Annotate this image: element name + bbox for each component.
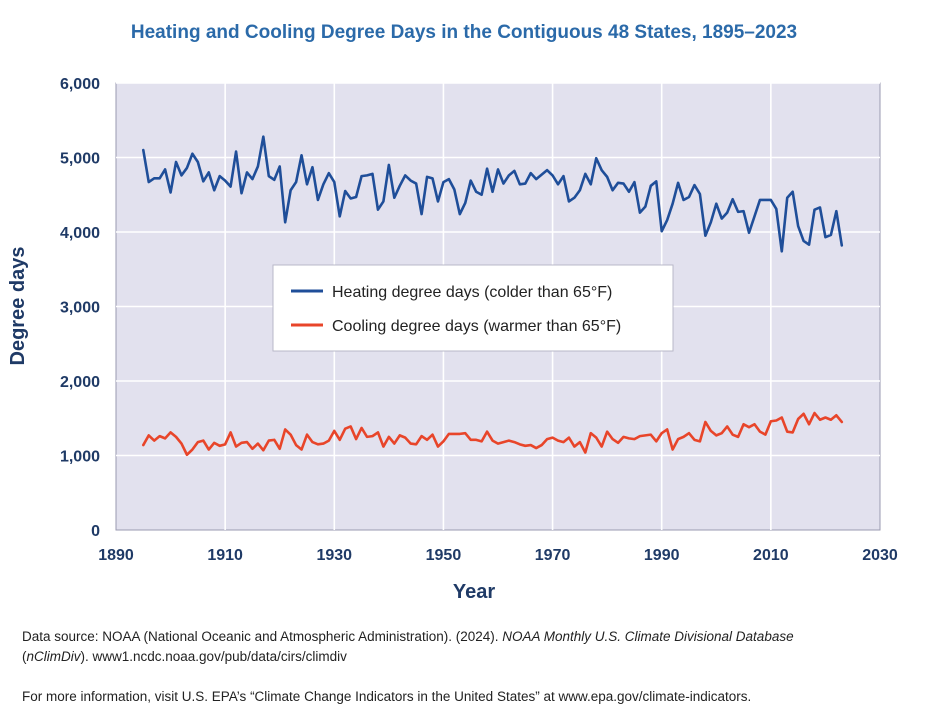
legend-label-cooling: Cooling degree days (warmer than 65°F) bbox=[332, 318, 621, 335]
data-source-note: Data source: NOAA (National Oceanic and … bbox=[22, 627, 794, 667]
x-tick-label: 1930 bbox=[316, 547, 352, 564]
y-tick-labels: 0 1,000 2,000 3,000 4,000 5,000 6,000 bbox=[60, 76, 100, 540]
y-tick-label: 1,000 bbox=[60, 449, 100, 466]
source-text: Data source: NOAA (National Oceanic and … bbox=[22, 629, 503, 644]
x-tick-label: 1910 bbox=[207, 547, 243, 564]
series-lines bbox=[141, 135, 844, 457]
y-tick-label: 0 bbox=[91, 523, 100, 540]
x-tick-labels: 1890 1910 1930 1950 1970 1990 2010 2030 bbox=[98, 547, 898, 564]
x-axis-label: Year bbox=[453, 581, 495, 603]
y-tick-label: 4,000 bbox=[60, 225, 100, 242]
y-tick-label: 5,000 bbox=[60, 151, 100, 168]
y-tick-label: 6,000 bbox=[60, 76, 100, 93]
source-database-name: NOAA Monthly U.S. Climate Divisional Dat… bbox=[502, 629, 794, 644]
x-tick-label: 1950 bbox=[426, 547, 462, 564]
cooling-series-line bbox=[141, 411, 844, 457]
y-tick-label: 3,000 bbox=[60, 300, 100, 317]
y-axis-label: Degree days bbox=[7, 247, 29, 366]
x-tick-label: 1990 bbox=[644, 547, 680, 564]
x-tick-label: 2030 bbox=[862, 547, 898, 564]
source-line2-pre: ( bbox=[22, 649, 27, 664]
legend-box bbox=[272, 264, 674, 352]
source-dataset-name: nClimDiv bbox=[26, 649, 81, 664]
y-tick-label: 2,000 bbox=[60, 374, 100, 391]
x-tick-label: 1890 bbox=[98, 547, 134, 564]
x-tick-label: 2010 bbox=[753, 547, 789, 564]
x-tick-label: 1970 bbox=[535, 547, 571, 564]
legend-label-heating: Heating degree days (colder than 65°F) bbox=[332, 284, 612, 301]
legend: Heating degree days (colder than 65°F) C… bbox=[272, 264, 674, 352]
more-info-note: For more information, visit U.S. EPA’s “… bbox=[22, 689, 752, 704]
source-url: ). www1.ncdc.noaa.gov/pub/data/cirs/clim… bbox=[80, 649, 347, 664]
heating-series-line bbox=[141, 135, 844, 253]
chart-title: Heating and Cooling Degree Days in the C… bbox=[130, 22, 798, 43]
